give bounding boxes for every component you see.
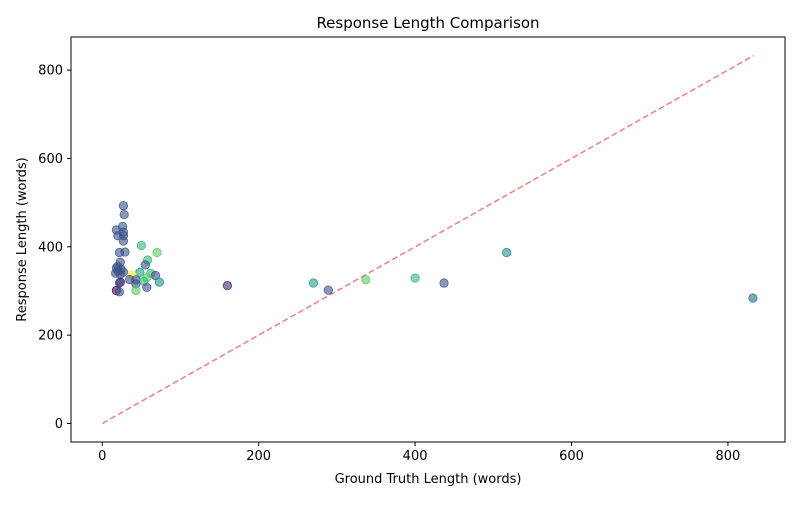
data-points [110, 201, 758, 303]
data-point [222, 281, 233, 291]
chart-title: Response Length Comparison [316, 14, 539, 32]
data-point [113, 231, 123, 241]
y-tick-label: 800 [38, 64, 63, 79]
data-point [118, 201, 128, 211]
data-point [154, 277, 164, 287]
plot-area-frame [70, 36, 786, 443]
y-tick-label: 0 [55, 417, 63, 432]
x-tick-label: 0 [98, 449, 106, 464]
data-point [410, 273, 420, 283]
x-axis-label: Ground Truth Length (words) [335, 472, 522, 487]
x-tick-label: 800 [715, 449, 740, 464]
data-point [115, 269, 125, 279]
x-tick-label: 200 [246, 449, 271, 464]
data-point [119, 209, 129, 220]
data-point [748, 293, 758, 303]
x-tick-label: 400 [403, 449, 428, 464]
data-point [118, 236, 128, 246]
y-axis: 0 200 400 600 800 [38, 64, 71, 432]
y-axis-label: Response Length (words) [15, 157, 30, 321]
data-point [136, 240, 146, 251]
data-point [323, 285, 333, 295]
data-point [140, 260, 150, 270]
data-point [308, 278, 319, 288]
data-point [135, 267, 145, 278]
data-point [152, 247, 162, 258]
x-tick-label: 600 [559, 449, 584, 464]
data-point [120, 247, 130, 257]
y-tick-label: 400 [38, 240, 63, 255]
y-tick-label: 600 [38, 152, 63, 167]
data-point [439, 278, 449, 288]
data-point [114, 287, 125, 297]
y-tick-label: 200 [38, 329, 63, 344]
data-point [131, 285, 141, 296]
x-axis: 0 200 400 600 800 [98, 442, 740, 464]
data-point [150, 270, 161, 281]
data-point [501, 247, 512, 258]
data-point [361, 275, 371, 285]
reference-line [101, 54, 755, 425]
data-point [142, 282, 152, 293]
